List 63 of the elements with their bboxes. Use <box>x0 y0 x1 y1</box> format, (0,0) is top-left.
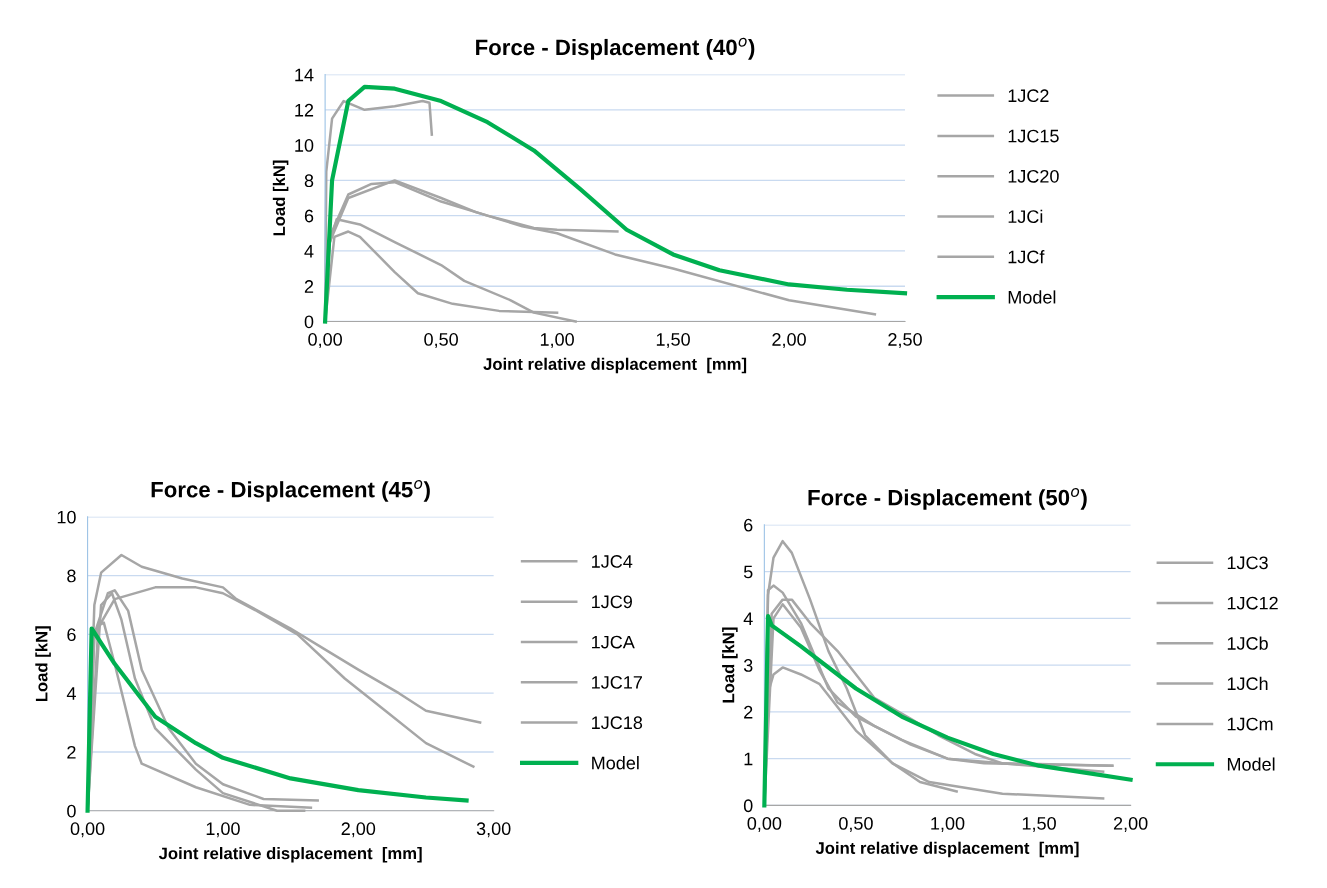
legend-label: 1JCb <box>1227 636 1268 650</box>
x-tick-label: 2,00 <box>772 333 806 348</box>
legend-label: 1JC4 <box>592 555 633 568</box>
y-tick-label: 8 <box>67 569 76 583</box>
y-tick-label: 0 <box>304 315 314 329</box>
x-tick-label: 3,00 <box>476 822 511 838</box>
legend-label: 1JC12 <box>1227 596 1278 610</box>
legend-label: 1JC17 <box>592 675 642 689</box>
y-axis-title: Load [kN] <box>35 626 51 702</box>
y-tick-label: 6 <box>304 209 314 223</box>
y-tick-label: 8 <box>304 174 314 188</box>
x-tick-label: 2,50 <box>888 333 922 348</box>
y-tick-label: 10 <box>295 139 314 152</box>
y-tick-label: 1 <box>744 752 753 766</box>
y-tick-label: 0 <box>67 804 76 818</box>
legend-label: 1JC2 <box>1008 89 1049 103</box>
x-axis-title: Joint relative displacement [mm] <box>815 841 1079 858</box>
legend-label: Model <box>1227 757 1275 771</box>
x-tick-label: 2,00 <box>341 822 376 838</box>
y-tick-label: 14 <box>295 68 314 82</box>
y-tick-label: 0 <box>743 799 753 813</box>
legend-label: 1JCA <box>592 635 635 649</box>
x-axis-title: Joint relative displacement [mm] <box>483 357 747 374</box>
x-tick-label: 0,00 <box>308 333 342 348</box>
legend-label: 1JC9 <box>592 595 632 609</box>
y-tick-label: 4 <box>743 612 753 625</box>
legend-label: Model <box>1008 290 1056 304</box>
y-tick-label: 2 <box>744 705 753 719</box>
legend-label: 1JC18 <box>592 716 643 730</box>
legend-label: 1JC15 <box>1008 129 1059 143</box>
legend-label: 1JCh <box>1227 676 1268 691</box>
x-tick-label: 1,00 <box>931 817 965 832</box>
legend-label: 1JCi <box>1008 209 1043 224</box>
chart-title: Force - Displacement (40$^{o}$) <box>476 37 755 60</box>
y-tick-label: 2 <box>304 280 314 293</box>
x-tick-label: 1,00 <box>206 822 240 838</box>
legend-label: 1JCf <box>1008 250 1045 264</box>
y-tick-label: 10 <box>57 510 76 524</box>
legend-label: 1JC3 <box>1227 556 1268 570</box>
x-tick-label: 1,50 <box>656 333 690 348</box>
x-tick-label: 0,50 <box>424 333 458 348</box>
y-tick-label: 6 <box>744 518 753 532</box>
y-axis-title: Load [kN] <box>722 627 738 703</box>
y-tick-label: 4 <box>66 687 76 700</box>
x-tick-label: 2,00 <box>1113 817 1148 832</box>
x-tick-label: 0,50 <box>839 817 873 832</box>
y-tick-label: 5 <box>743 565 753 579</box>
chart-title: Force - Displacement (45$^{o}$) <box>151 480 430 502</box>
x-tick-label: 0,00 <box>70 822 105 838</box>
x-axis-title: Joint relative displacement [mm] <box>158 847 422 863</box>
x-tick-label: 1,00 <box>540 333 574 348</box>
chart-title: Force - Displacement (50$^{o}$) <box>808 488 1087 510</box>
legend-label: Model <box>592 756 639 770</box>
y-tick-label: 12 <box>295 103 314 117</box>
y-axis-title: Load [kN] <box>272 160 289 236</box>
x-tick-label: 1,50 <box>1022 817 1056 832</box>
x-tick-label: 0,00 <box>747 817 782 832</box>
legend-label: 1JCm <box>1227 717 1273 731</box>
legend-label: 1JC20 <box>1008 169 1059 183</box>
y-tick-label: 3 <box>743 659 753 672</box>
y-tick-label: 2 <box>67 745 76 759</box>
y-tick-label: 4 <box>304 245 314 258</box>
y-tick-label: 6 <box>67 628 76 642</box>
